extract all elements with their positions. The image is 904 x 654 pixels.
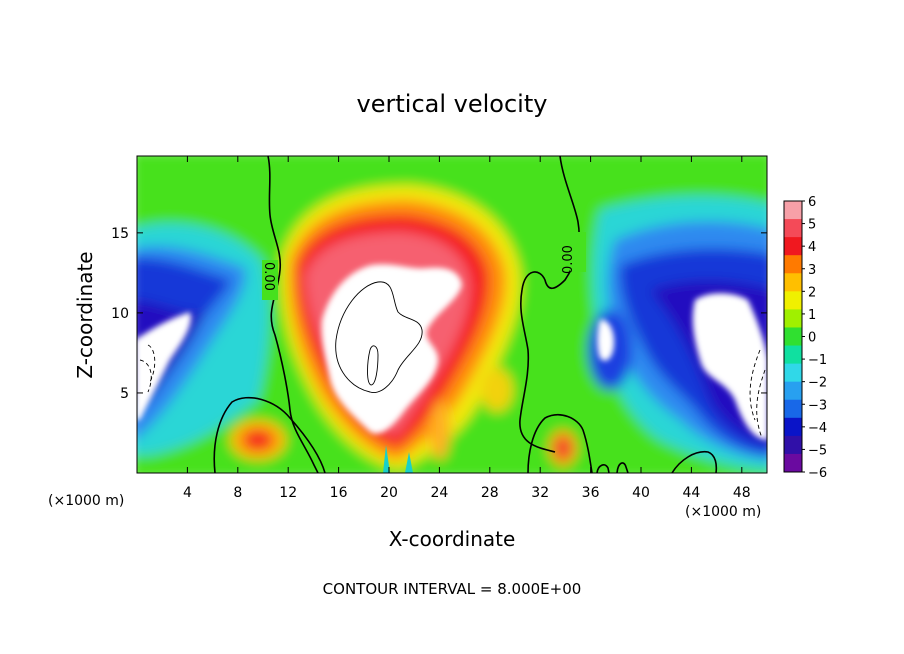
x-tick-label: 8 bbox=[233, 485, 242, 501]
colorbar-label: −5 bbox=[808, 443, 827, 458]
colorbar-swatch bbox=[784, 327, 802, 347]
x-tick-label: 28 bbox=[481, 485, 499, 501]
x-tick-label: 44 bbox=[682, 485, 700, 501]
contour-interval-note: CONTOUR INTERVAL = 8.000E+00 bbox=[323, 580, 582, 598]
colorbar-swatch bbox=[784, 255, 802, 274]
colorbar-label: 2 bbox=[808, 285, 816, 300]
colorbar-label: 3 bbox=[808, 263, 816, 278]
colorbar-swatch bbox=[784, 453, 802, 473]
y-tick-label: 10 bbox=[111, 306, 129, 322]
y-axis-label: Z-coordinate bbox=[73, 251, 97, 378]
x-tick-label: 24 bbox=[430, 485, 448, 501]
plume-marks bbox=[383, 445, 413, 473]
colorbar: 6 5 4 3 2 1 0 −1 −2 −3 −4 −5 −6 bbox=[783, 195, 827, 481]
colorbar-swatch bbox=[784, 435, 802, 455]
colorbar-label: −3 bbox=[808, 398, 827, 413]
x-tick-label: 32 bbox=[531, 485, 549, 501]
colorbar-swatch bbox=[784, 309, 802, 328]
zero-contour-lowmid2 bbox=[616, 462, 629, 473]
velocity-field bbox=[137, 156, 767, 473]
x-tick-label: 40 bbox=[632, 485, 650, 501]
colorbar-label: 0 bbox=[808, 331, 816, 346]
colorbar-swatch bbox=[784, 201, 802, 220]
colorbar-swatch bbox=[784, 363, 802, 383]
zero-contour-lowright bbox=[671, 450, 718, 473]
y-axis: 5 10 15 bbox=[111, 226, 767, 402]
colorbar-label: 5 bbox=[808, 218, 816, 233]
x-tick-label: 20 bbox=[380, 485, 398, 501]
chart-title: vertical velocity bbox=[357, 90, 548, 118]
colorbar-label: 4 bbox=[808, 240, 816, 255]
zero-contour-lowcenter bbox=[527, 414, 593, 473]
colorbar-swatch bbox=[784, 273, 802, 292]
colorbar-swatch bbox=[784, 219, 802, 238]
x-axis: 4 8 12 16 20 24 28 32 36 40 44 48 bbox=[183, 156, 751, 501]
x-unit-note-left: (×1000 m) bbox=[48, 493, 124, 509]
zero-contour-lowleft bbox=[213, 396, 326, 473]
colorbar-swatch bbox=[784, 417, 802, 437]
y-tick-label: 15 bbox=[111, 226, 129, 242]
zero-contour-left bbox=[267, 156, 319, 473]
plot-frame bbox=[136, 155, 768, 474]
x-axis-label: X-coordinate bbox=[389, 527, 516, 551]
zero-contour-lowmid bbox=[596, 464, 610, 473]
contour-labels: 0.00 0.00 bbox=[261, 232, 586, 300]
x-tick-label: 16 bbox=[330, 485, 348, 501]
zero-contour-right bbox=[519, 156, 580, 453]
x-tick-label: 48 bbox=[733, 485, 751, 501]
contour-lines-thin bbox=[139, 281, 766, 439]
colorbar-label: −1 bbox=[808, 353, 827, 368]
colorbar-label: 6 bbox=[808, 195, 816, 210]
colorbar-label: −2 bbox=[808, 376, 827, 391]
x-tick-label: 12 bbox=[279, 485, 297, 501]
x-unit-note-right: (×1000 m) bbox=[685, 504, 761, 520]
contour-label-right: 0.00 bbox=[561, 245, 576, 274]
saturated-regions bbox=[137, 264, 767, 440]
colorbar-swatch bbox=[784, 381, 802, 401]
colorbar-label: 1 bbox=[808, 308, 816, 323]
plot-area bbox=[137, 156, 767, 473]
colorbar-swatch bbox=[784, 237, 802, 256]
x-tick-label: 4 bbox=[183, 485, 192, 501]
x-tick-label: 36 bbox=[582, 485, 600, 501]
contour-lines bbox=[213, 156, 718, 473]
y-tick-label: 5 bbox=[120, 386, 129, 402]
colorbar-swatch bbox=[784, 399, 802, 419]
colorbar-label: −4 bbox=[808, 421, 827, 436]
colorbar-label: −6 bbox=[808, 466, 827, 481]
contour-label-left: 0.00 bbox=[261, 262, 276, 291]
colorbar-swatch bbox=[784, 345, 802, 365]
colorbar-swatch bbox=[784, 291, 802, 310]
